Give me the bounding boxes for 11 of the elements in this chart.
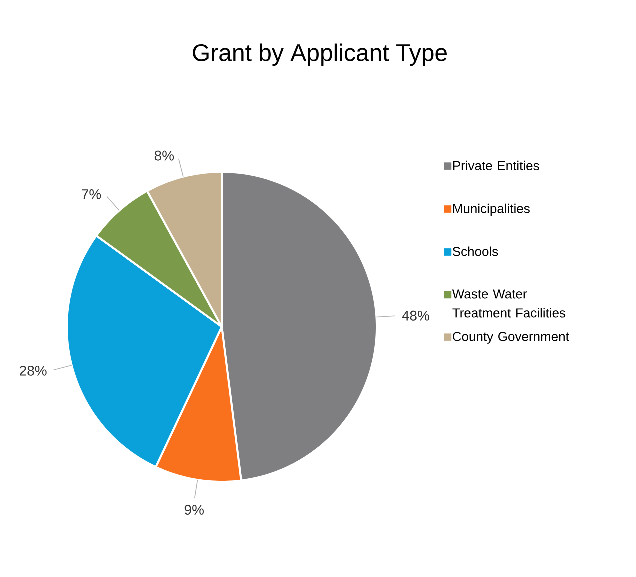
legend-label: Schools (452, 246, 498, 256)
legend-label: County Government (453, 332, 570, 344)
data-label: 8% (154, 150, 174, 161)
legend-label: Private Entities (453, 160, 540, 170)
data-label: 7% (82, 190, 102, 200)
data-label: 48% (402, 310, 430, 321)
legend-label: Municipalities (453, 204, 530, 216)
legend-label: Waste Water Treatment Facilities (452, 290, 566, 318)
chart-title: Grant by Applicant Type (193, 44, 447, 66)
data-label: 9% (184, 505, 204, 515)
data-label: 28% (20, 366, 47, 376)
